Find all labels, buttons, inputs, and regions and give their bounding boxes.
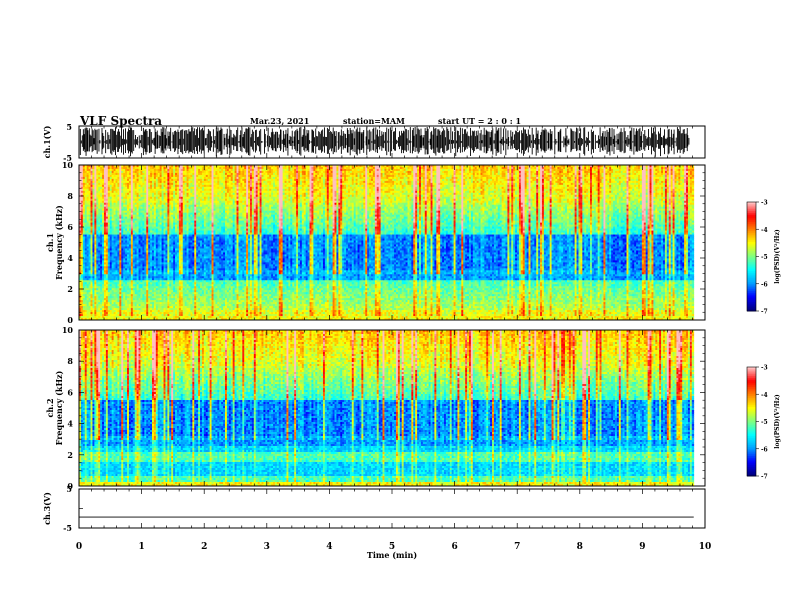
ch1-ylabel: ch.1(V) bbox=[42, 125, 52, 158]
ch1-spectrogram-panel bbox=[79, 165, 694, 320]
ch1-waveform-panel bbox=[80, 127, 689, 157]
ch1-ytick-label: 5 bbox=[66, 122, 72, 132]
